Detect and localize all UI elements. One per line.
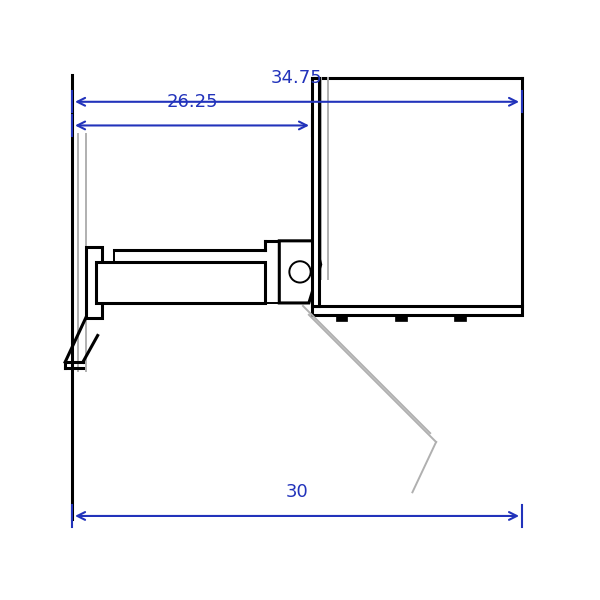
Text: 34.75: 34.75 (271, 69, 323, 87)
Bar (96, 262, 265, 303)
Text: 26.25: 26.25 (166, 92, 218, 110)
Bar (395, 315, 407, 321)
Polygon shape (279, 241, 321, 303)
Bar (454, 315, 466, 321)
Text: 30: 30 (286, 483, 308, 501)
Bar (335, 315, 347, 321)
Bar (312, 306, 522, 315)
Bar (86, 247, 102, 318)
Circle shape (289, 261, 311, 283)
Bar (312, 78, 319, 306)
